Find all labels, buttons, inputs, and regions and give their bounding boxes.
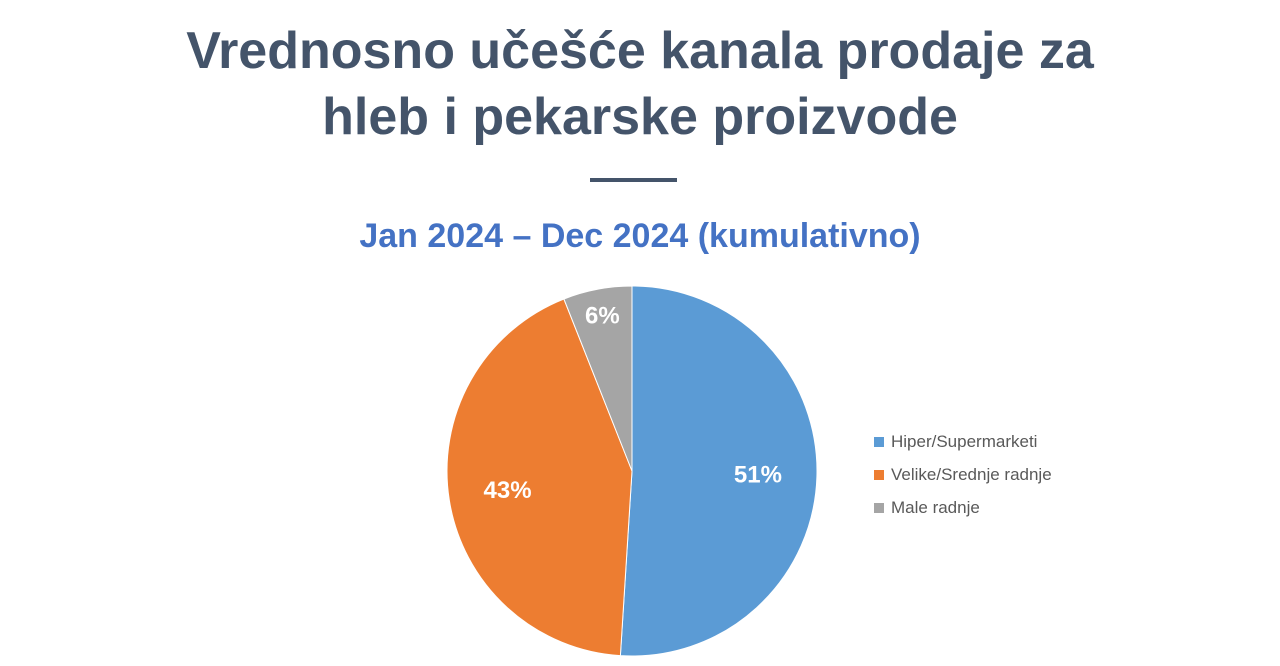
data-label-velike-srednje-radnje: 43% <box>484 477 532 504</box>
pie-slices <box>446 285 818 657</box>
legend-label: Velike/Srednje radnje <box>891 464 1052 484</box>
title-divider <box>590 178 677 182</box>
pie-slice-hiper-supermarketi <box>619 285 818 657</box>
pie-slice-velike-srednje-radnje <box>446 298 633 657</box>
data-label-hiper-supermarketi: 51% <box>734 461 782 488</box>
legend-item-male-radnje: Male radnje <box>874 491 1052 524</box>
chart-legend: Hiper/Supermarketi Velike/Srednje radnje M… <box>874 425 1052 524</box>
legend-swatch <box>874 502 884 513</box>
legend-item-velike-srednje-radnje: Velike/Srednje radnje <box>874 458 1052 491</box>
chart-subtitle: Jan 2024 – Dec 2024 (kumulativno) <box>359 217 921 255</box>
legend-swatch <box>874 436 884 447</box>
pie-slice-male-radnje <box>563 285 633 472</box>
chart-title-line-1: Vrednosno učešće kanala prodaje za <box>186 22 1094 80</box>
chart-title: Vrednosno učešće kanala prodaje za hleb … <box>0 18 1280 150</box>
legend-label: Male radnje <box>891 497 980 517</box>
chart-title-line-2: hleb i pekarske proizvode <box>322 88 958 146</box>
legend-item-hiper-supermarketi: Hiper/Supermarketi <box>874 425 1052 458</box>
legend-swatch <box>874 469 884 480</box>
data-label-male-radnje: 6% <box>585 302 620 329</box>
legend-label: Hiper/Supermarketi <box>891 431 1038 451</box>
pie-data-labels: 51% 43% 6% <box>484 302 782 504</box>
